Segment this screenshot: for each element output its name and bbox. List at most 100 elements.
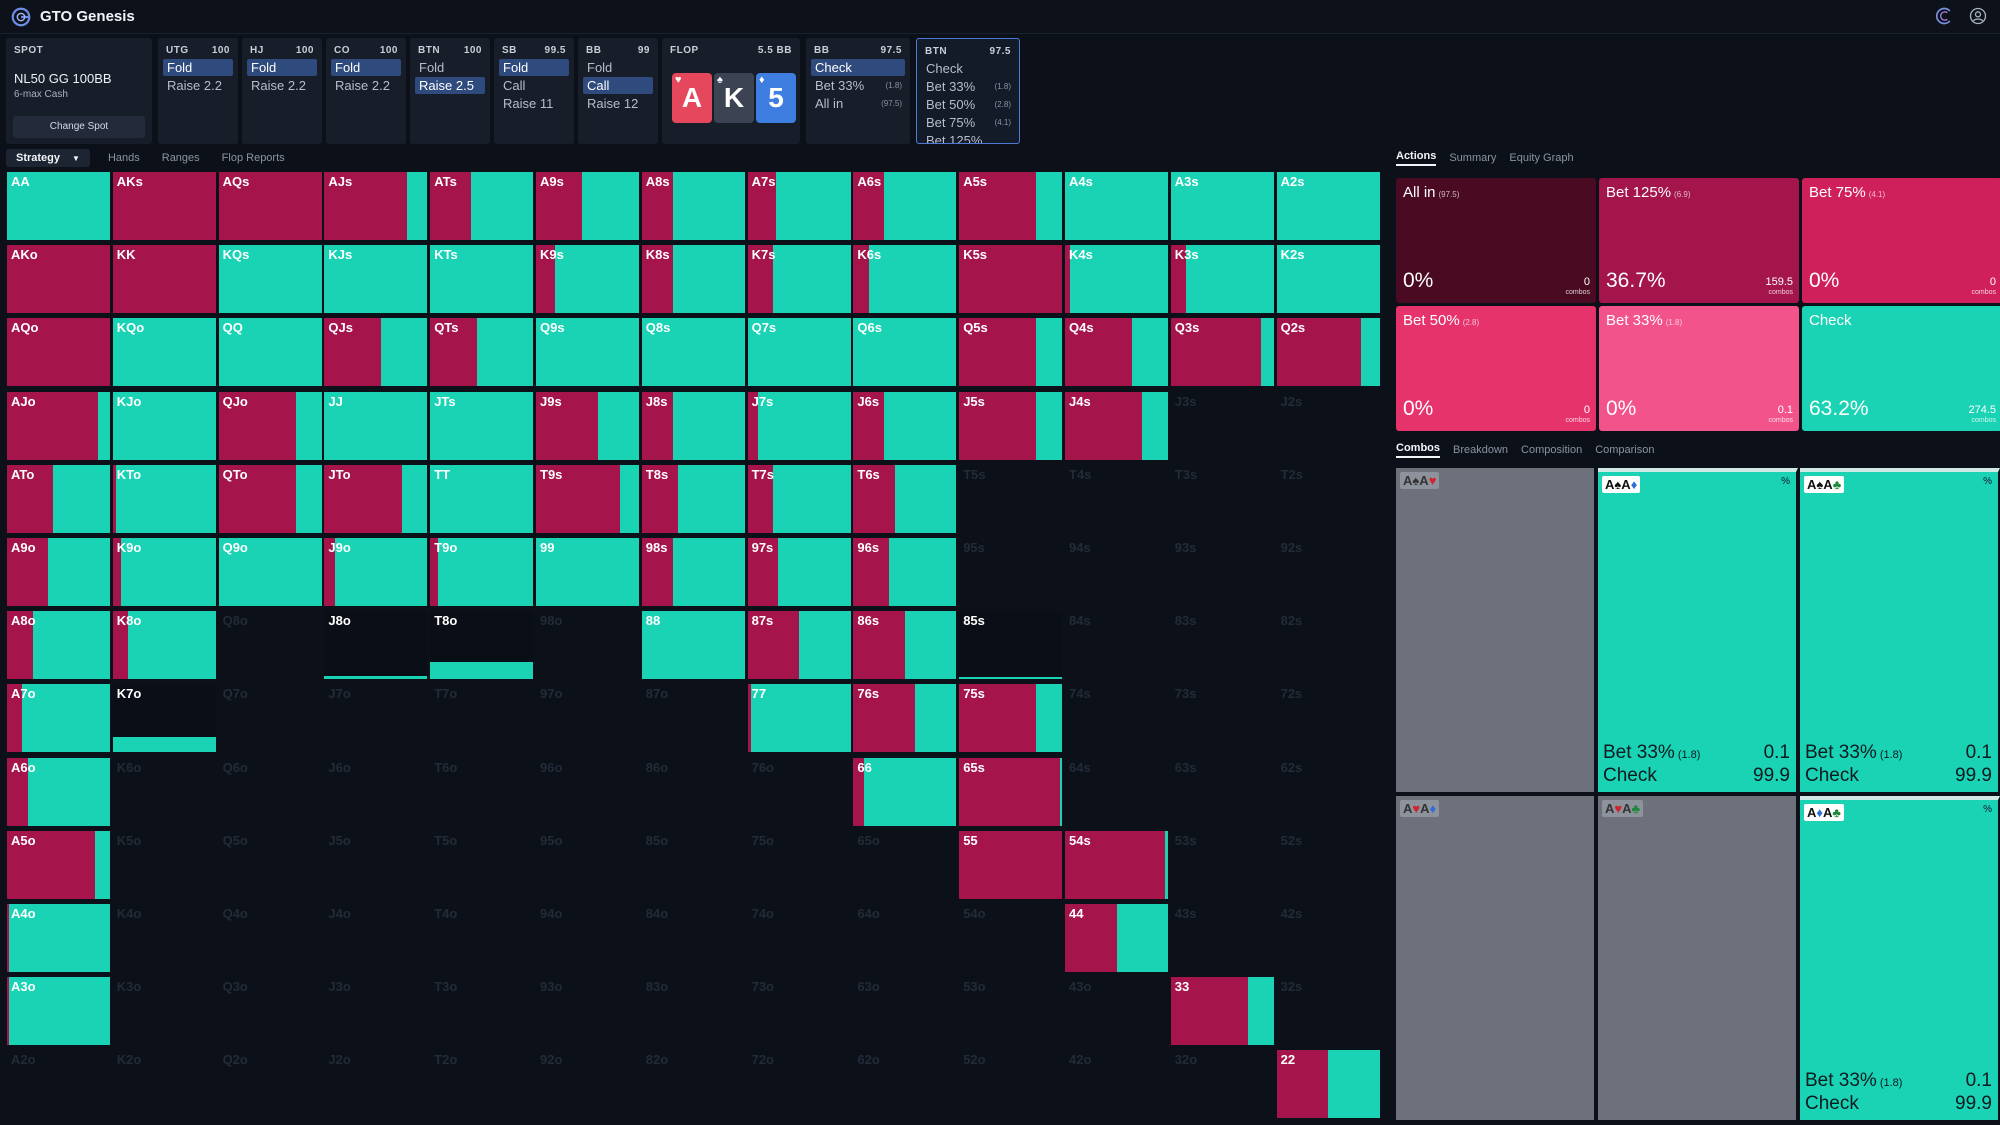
hand-cell-97s[interactable]: 97s (747, 538, 851, 606)
tab-flop-reports[interactable]: Flop Reports (222, 152, 285, 164)
hand-cell-t3o[interactable]: T3o (430, 977, 533, 1045)
hand-cell-aa[interactable]: AA (7, 172, 110, 240)
tab-summary[interactable]: Summary (1449, 152, 1497, 164)
hand-cell-64o[interactable]: 64o (853, 904, 956, 972)
node-action[interactable]: Call (583, 77, 653, 94)
hand-cell-62s[interactable]: 62s (1277, 758, 1380, 826)
hand-cell-ajo[interactable]: AJo (7, 391, 110, 460)
hand-cell-t7s[interactable]: T7s (747, 464, 851, 533)
node-action[interactable]: All in (97.5) (811, 95, 905, 112)
hand-cell-62o[interactable]: 62o (853, 1050, 956, 1118)
hand-cell-66[interactable]: 66 (853, 757, 957, 826)
hand-cell-ajs[interactable]: AJs (324, 172, 428, 240)
hand-cell-aqs[interactable]: AQs (218, 172, 322, 240)
hand-cell-a3o[interactable]: A3o (7, 977, 110, 1046)
hand-cell-22[interactable]: 22 (1276, 1050, 1380, 1119)
node-action[interactable]: Check (922, 60, 1014, 77)
hand-cell-83o[interactable]: 83o (642, 977, 745, 1045)
hand-cell-43s[interactable]: 43s (1171, 904, 1274, 972)
tab-strategy[interactable]: Strategy ▼ (6, 149, 90, 167)
action-box-all-in[interactable]: All in (97.5) 0% 0 combos (1396, 178, 1596, 303)
hand-cell-99[interactable]: 99 (536, 538, 639, 606)
tab-actions[interactable]: Actions (1396, 150, 1437, 166)
hand-cell-k3o[interactable]: K3o (113, 977, 216, 1045)
hand-cell-76s[interactable]: 76s (853, 684, 957, 753)
hand-cell-42o[interactable]: 42o (1065, 1050, 1168, 1118)
hand-cell-q5s[interactable]: Q5s (959, 318, 1063, 387)
hand-cell-j5o[interactable]: J5o (324, 831, 427, 899)
hand-cell-85o[interactable]: 85o (642, 831, 745, 899)
node-action[interactable]: Fold (499, 59, 569, 76)
node-btn[interactable]: BTN 100 Fold Raise 2.5 (410, 38, 490, 144)
hand-cell-a2s[interactable]: A2s (1276, 172, 1380, 240)
hand-cell-k7o[interactable]: K7o (112, 684, 216, 753)
hand-cell-j4s[interactable]: J4s (1065, 391, 1168, 460)
hand-cell-q5o[interactable]: Q5o (219, 831, 322, 899)
hand-cell-j6s[interactable]: J6s (853, 391, 957, 460)
action-box-bet-33[interactable]: Bet 33% (1.8) 0% 0.1 combos (1599, 306, 1799, 431)
tab-equity-graph[interactable]: Equity Graph (1509, 152, 1574, 164)
tab-composition[interactable]: Composition (1521, 444, 1583, 456)
combo-cell[interactable]: A ♥ A ♦ (1396, 796, 1596, 1120)
hand-cell-74o[interactable]: 74o (748, 904, 851, 972)
hand-cell-53o[interactable]: 53o (959, 977, 1062, 1045)
hand-cell-qq[interactable]: QQ (218, 318, 322, 387)
node-action[interactable]: Raise 2.2 (163, 77, 233, 94)
hand-cell-kjo[interactable]: KJo (112, 391, 216, 460)
hand-cell-55[interactable]: 55 (959, 830, 1063, 899)
node-action[interactable]: Fold (583, 59, 653, 76)
hand-cell-88[interactable]: 88 (641, 611, 745, 680)
hand-cell-j8s[interactable]: J8s (641, 391, 745, 460)
hand-cell-52o[interactable]: 52o (959, 1050, 1062, 1118)
hand-cell-74s[interactable]: 74s (1065, 684, 1168, 752)
hand-cell-92s[interactable]: 92s (1277, 538, 1380, 606)
hand-cell-95o[interactable]: 95o (536, 831, 639, 899)
hand-cell-ako[interactable]: AKo (7, 245, 110, 314)
hand-cell-q4s[interactable]: Q4s (1065, 318, 1168, 387)
hand-cell-t2s[interactable]: T2s (1277, 465, 1380, 533)
hand-cell-k6o[interactable]: K6o (113, 758, 216, 826)
tab-hands[interactable]: Hands (108, 152, 140, 164)
hand-cell-k4s[interactable]: K4s (1065, 245, 1168, 314)
hand-cell-j9o[interactable]: J9o (324, 538, 428, 606)
combo-cell[interactable]: A ♦ A ♣% Bet 33% (1.8) 0.1 Check 99.9 (1800, 796, 2000, 1120)
hand-cell-k5o[interactable]: K5o (113, 831, 216, 899)
node-action[interactable]: Raise 12 (583, 95, 653, 112)
hand-cell-aks[interactable]: AKs (112, 172, 216, 240)
node-action[interactable]: Bet 33% (1.8) (922, 78, 1014, 95)
hand-cell-73s[interactable]: 73s (1171, 684, 1274, 752)
node-action[interactable]: Raise 2.2 (331, 77, 401, 94)
hand-cell-a4o[interactable]: A4o (7, 904, 110, 972)
hand-cell-j8o[interactable]: J8o (324, 611, 428, 680)
hand-cell-j4o[interactable]: J4o (324, 904, 427, 972)
hand-cell-t5o[interactable]: T5o (430, 831, 533, 899)
hand-cell-a8o[interactable]: A8o (7, 611, 110, 680)
hand-cell-tt[interactable]: TT (430, 464, 534, 533)
hand-cell-qto[interactable]: QTo (218, 464, 322, 533)
hand-cell-a3s[interactable]: A3s (1170, 172, 1274, 240)
hand-cell-j9s[interactable]: J9s (536, 391, 639, 460)
hand-cell-75o[interactable]: 75o (748, 831, 851, 899)
hand-cell-a6o[interactable]: A6o (7, 757, 110, 826)
hand-cell-t7o[interactable]: T7o (430, 684, 533, 752)
combo-cell[interactable]: A ♥ A ♣ (1598, 796, 1798, 1120)
hand-cell-q9o[interactable]: Q9o (218, 538, 322, 606)
hand-cell-a9o[interactable]: A9o (7, 538, 110, 606)
hand-cell-63o[interactable]: 63o (853, 977, 956, 1045)
hand-cell-ats[interactable]: ATs (430, 172, 534, 240)
hand-cell-t9o[interactable]: T9o (430, 538, 534, 606)
hand-cell-a6s[interactable]: A6s (853, 172, 957, 240)
hand-cell-87o[interactable]: 87o (642, 684, 745, 752)
hand-cell-kqo[interactable]: KQo (112, 318, 216, 387)
hand-cell-84o[interactable]: 84o (642, 904, 745, 972)
node-action[interactable]: Check (811, 59, 905, 76)
hand-cell-t9s[interactable]: T9s (536, 464, 639, 533)
hand-cell-64s[interactable]: 64s (1065, 758, 1168, 826)
hand-cell-k3s[interactable]: K3s (1170, 245, 1274, 314)
hand-cell-32s[interactable]: 32s (1277, 977, 1380, 1045)
tab-breakdown[interactable]: Breakdown (1453, 444, 1509, 456)
hand-cell-42s[interactable]: 42s (1277, 904, 1380, 972)
hand-cell-43o[interactable]: 43o (1065, 977, 1168, 1045)
action-box-check[interactable]: Check 63.2% 274.5 combos (1802, 306, 2000, 431)
hand-cell-k9o[interactable]: K9o (112, 538, 216, 606)
